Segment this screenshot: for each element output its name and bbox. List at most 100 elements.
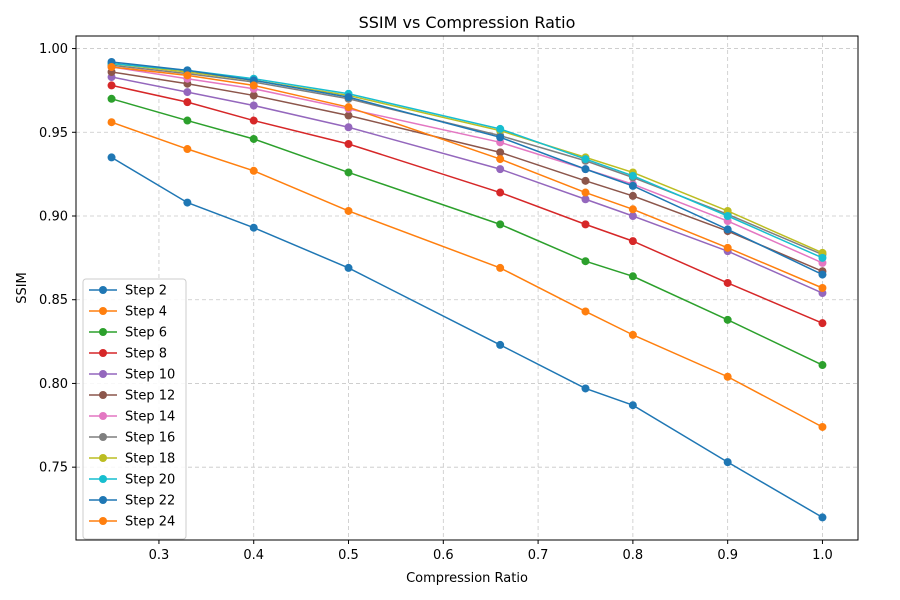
x-tick-label: 0.8 (623, 548, 644, 563)
data-point (581, 155, 590, 164)
legend-label: Step 8 (125, 347, 167, 362)
x-tick-label: 1.0 (812, 548, 833, 563)
data-point (249, 134, 258, 143)
data-point (818, 253, 827, 262)
data-point (818, 422, 827, 431)
y-tick-label: 1.00 (39, 42, 68, 57)
legend-item: Step 4 (89, 305, 167, 320)
legend: Step 2 Step 4 Step 6 Step 8 Step 10 Step 12 St… (82, 278, 187, 540)
data-point (496, 263, 505, 272)
legend-label: Step 4 (125, 305, 167, 320)
data-point (344, 123, 353, 132)
legend-item: Step 6 (89, 326, 167, 341)
legend-marker (99, 475, 107, 483)
data-point (496, 148, 505, 157)
data-point (723, 315, 732, 324)
legend-label: Step 6 (125, 326, 167, 341)
data-point (107, 94, 116, 103)
legend-marker (99, 496, 107, 504)
legend-label: Step 16 (125, 431, 175, 446)
legend-marker (99, 412, 107, 420)
data-point (581, 165, 590, 174)
data-point (628, 401, 637, 410)
data-point (183, 116, 192, 125)
x-tick-label: 0.6 (433, 548, 454, 563)
y-tick-label: 0.75 (39, 461, 68, 476)
data-point (496, 220, 505, 229)
x-axis-label: Compression Ratio (406, 571, 528, 586)
legend-label: Step 20 (125, 473, 175, 488)
x-tick-label: 0.4 (243, 548, 264, 563)
data-point (581, 220, 590, 229)
data-point (249, 81, 258, 90)
x-tick-label: 0.9 (717, 548, 738, 563)
legend-item: Step 10 (89, 368, 175, 383)
data-point (249, 101, 258, 110)
y-tick-label: 0.85 (39, 293, 68, 308)
data-point (581, 257, 590, 266)
data-point (818, 319, 827, 328)
legend-label: Step 10 (125, 368, 175, 383)
legend-label: Step 2 (125, 284, 167, 299)
data-point (581, 176, 590, 185)
data-point (628, 181, 637, 190)
legend-marker (99, 370, 107, 378)
data-point (581, 307, 590, 316)
data-point (344, 206, 353, 215)
y-tick-label: 0.95 (39, 126, 68, 141)
axes-frame (75, 35, 859, 541)
data-point (628, 212, 637, 220)
data-point (107, 153, 116, 162)
data-point (344, 93, 353, 102)
data-point (107, 81, 116, 90)
data-point (628, 237, 637, 246)
data-point (723, 278, 732, 287)
data-point (249, 116, 258, 125)
series-layer (107, 57, 827, 522)
legend-label: Step 24 (125, 515, 175, 530)
y-tick-label: 0.90 (39, 210, 68, 225)
data-point (344, 263, 353, 272)
data-point (249, 91, 258, 100)
data-point (183, 198, 192, 207)
data-point (496, 155, 505, 164)
data-point (496, 340, 505, 349)
data-point (183, 145, 192, 154)
legend-label: Step 14 (125, 410, 175, 425)
data-point (107, 118, 116, 127)
data-point (723, 212, 732, 220)
legend-label: Step 22 (125, 494, 175, 509)
legend-item: Step 2 (89, 284, 167, 299)
data-point (183, 88, 192, 97)
legend-item: Step 12 (89, 389, 175, 404)
data-point (628, 171, 637, 180)
legend-item: Step 8 (89, 347, 167, 362)
data-point (818, 513, 827, 522)
x-tick-label: 0.5 (338, 548, 359, 563)
data-point (581, 195, 590, 204)
data-point (628, 191, 637, 200)
x-tick-label: 0.3 (149, 548, 170, 563)
legend-marker (99, 307, 107, 315)
legend-label: Step 12 (125, 389, 175, 404)
data-point (344, 111, 353, 120)
x-tick-label: 0.7 (528, 548, 549, 563)
data-point (818, 270, 827, 279)
tick-layer: 0.3 0.4 0.5 0.6 0.7 0.8 0.9 1.0 0.75 0.80 0.85 0.90… (39, 42, 833, 563)
data-point (344, 103, 353, 112)
legend-item: Step 22 (89, 494, 175, 509)
y-axis-label: SSIM (15, 272, 30, 304)
data-point (107, 62, 116, 71)
data-point (723, 243, 732, 252)
legend-item: Step 16 (89, 431, 175, 446)
legend-label: Step 18 (125, 452, 175, 467)
legend-marker (99, 286, 107, 294)
data-point (723, 458, 732, 467)
data-point (496, 133, 505, 142)
data-point (581, 188, 590, 197)
data-point (818, 284, 827, 292)
data-point (581, 384, 590, 393)
legend-marker (99, 517, 107, 525)
data-point (344, 168, 353, 177)
data-point (723, 372, 732, 381)
